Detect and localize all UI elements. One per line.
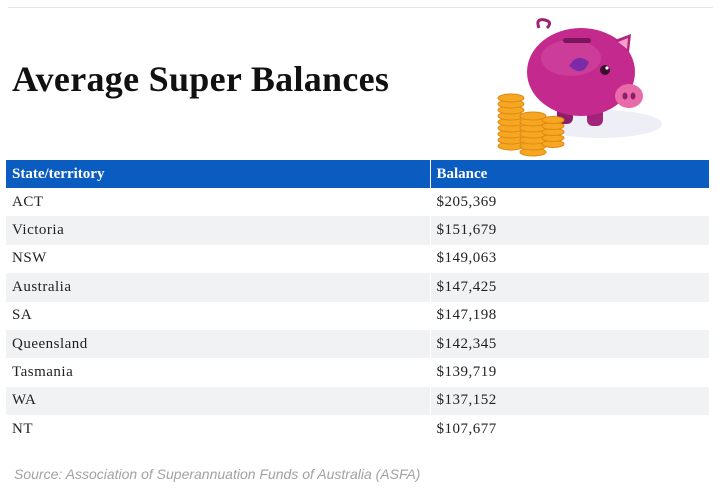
balance-cell: $149,063 [429,244,709,274]
state-cell: Victoria [6,216,430,245]
state-cell: Australia [6,273,430,302]
header-state: State/territory [6,160,430,188]
balance-cell: $142,345 [429,329,709,359]
piggy-bank-icon [497,18,662,157]
state-cell: NT [6,415,430,444]
balance-cell: $139,719 [429,358,709,387]
state-cell: Tasmania [6,358,430,387]
table-row: ACT $205,369 [6,188,709,217]
table-row: WA $137,152 [6,386,709,416]
balance-cell: $147,198 [429,301,709,330]
table-header-row: State/territory Balance [6,160,709,188]
state-cell: ACT [6,188,430,217]
header-balance: Balance [429,160,709,188]
balances-table: State/territory Balance ACT $205,369 Vic… [6,160,709,444]
table-row: NT $107,677 [6,415,709,444]
source-note: Source: Association of Superannuation Fu… [14,466,421,482]
balance-cell: $205,369 [429,188,709,217]
table-row: NSW $149,063 [6,244,709,274]
state-cell: WA [6,386,430,416]
table-row: Tasmania $139,719 [6,358,709,387]
table-row: SA $147,198 [6,301,709,330]
state-cell: Queensland [6,329,430,359]
state-cell: SA [6,301,430,330]
top-divider [8,7,713,8]
page-title: Average Super Balances [12,59,390,99]
balance-cell: $137,152 [429,386,709,416]
balance-cell: $107,677 [429,415,709,444]
table-row: Queensland $142,345 [6,329,709,359]
balance-cell: $147,425 [429,273,709,302]
balance-cell: $151,679 [429,216,709,245]
state-cell: NSW [6,244,430,274]
table-row: Australia $147,425 [6,273,709,302]
table-row: Victoria $151,679 [6,216,709,245]
